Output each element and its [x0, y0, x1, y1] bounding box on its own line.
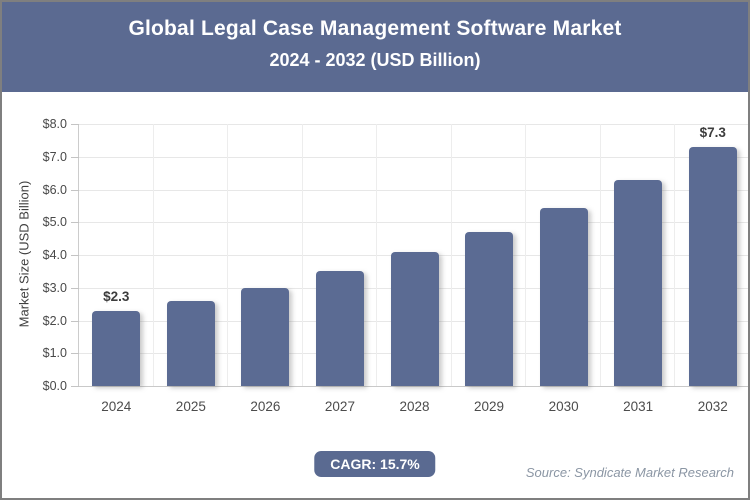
- y-tick-mark: [71, 156, 79, 158]
- x-axis-label: 2030: [548, 399, 579, 414]
- y-tick-mark: [71, 287, 79, 289]
- y-gridline: [79, 189, 748, 191]
- bar-value-label: $2.3: [103, 288, 130, 304]
- bar-2027: [315, 271, 364, 386]
- y-tick-label: $3.0: [42, 280, 67, 295]
- chart-subtitle: 2024 - 2032 (USD Billion): [269, 50, 481, 70]
- x-gridline: [450, 124, 452, 386]
- y-tick-label: $7.0: [42, 149, 67, 164]
- y-tick-label: $8.0: [42, 117, 67, 131]
- x-gridline: [227, 124, 229, 386]
- y-tick-mark: [71, 124, 79, 125]
- y-tick-mark: [71, 353, 79, 355]
- y-tick-label: $2.0: [42, 313, 67, 328]
- x-axis-label: 2024: [101, 399, 132, 414]
- y-tick-mark: [71, 255, 79, 256]
- cagr-badge: CAGR: 15.7%: [314, 451, 436, 477]
- bar-2024: [92, 310, 141, 386]
- x-gridline: [152, 124, 154, 386]
- source-text: Source: Syndicate Market Research: [525, 465, 734, 480]
- bar-value-label: $7.3: [699, 124, 726, 140]
- x-axis-label: 2027: [324, 399, 355, 414]
- bar-2030: [539, 207, 588, 386]
- x-axis-label: 2028: [399, 399, 430, 414]
- y-tick-label: $0.0: [42, 379, 67, 393]
- y-tick-label: $5.0: [42, 215, 67, 230]
- x-gridline: [376, 124, 378, 386]
- chart-title: Global Legal Case Management Software Ma…: [128, 17, 622, 40]
- bar-2029: [465, 232, 514, 386]
- plot-area: $0.0 $1.0 $2.0 $3.0 $4.0 $5.0 $6.0 $7.0 $8.0 $2.3…: [43, 117, 748, 414]
- y-gridline: [79, 156, 748, 158]
- x-gridline: [674, 124, 676, 386]
- y-tick-label: $6.0: [42, 182, 67, 197]
- y-tick-mark: [71, 386, 79, 387]
- y-gridline: [79, 124, 748, 125]
- x-axis-label: 2029: [474, 399, 505, 414]
- x-gridline: [599, 124, 601, 386]
- x-axis-label: 2032: [697, 399, 728, 414]
- chart-header: Global Legal Case Management Software Ma…: [2, 2, 748, 92]
- x-axis-label: 2026: [250, 399, 281, 414]
- bar-2028: [390, 251, 439, 386]
- x-axis-label: 2025: [175, 399, 206, 414]
- x-gridline: [301, 124, 303, 386]
- bar-2031: [614, 179, 663, 386]
- bar-2025: [166, 300, 215, 386]
- bar-2032: [688, 146, 737, 386]
- y-tick-mark: [71, 320, 79, 322]
- x-gridline: [525, 124, 527, 386]
- y-axis-title: Market Size (USD Billion): [16, 180, 32, 328]
- y-gridline: [79, 222, 748, 224]
- y-tick-label: $1.0: [42, 346, 67, 361]
- bar-2026: [241, 287, 290, 386]
- x-axis-label: 2031: [623, 399, 654, 414]
- y-tick-mark: [71, 222, 79, 224]
- y-tick-label: $4.0: [42, 248, 67, 262]
- y-tick-mark: [71, 189, 79, 191]
